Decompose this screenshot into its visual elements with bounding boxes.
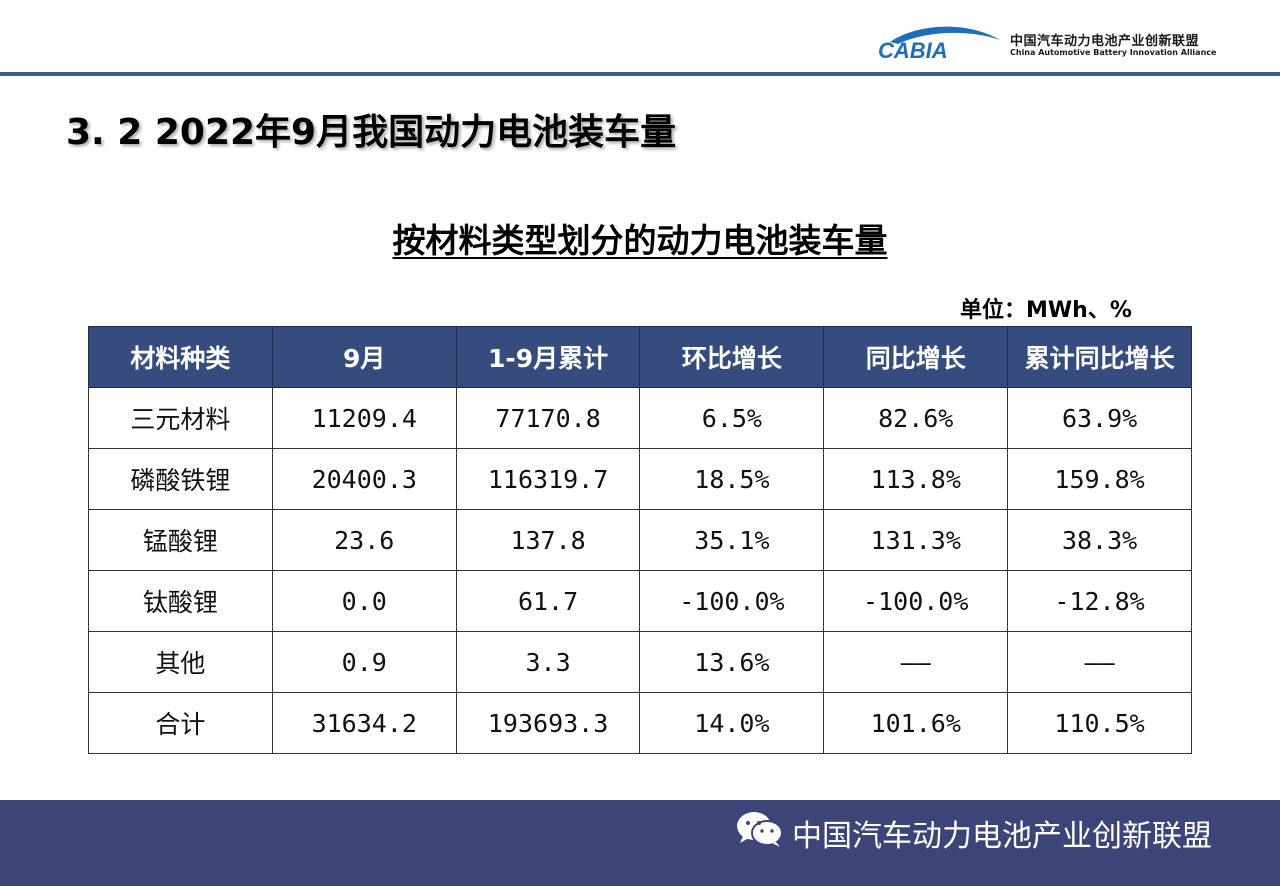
cell-yoy-growth: 101.6% (823, 692, 1009, 754)
footer-bar (0, 800, 1280, 886)
top-header: CABIA 中国汽车动力电池产业创新联盟 China Automotive Ba… (0, 0, 1280, 74)
cell-september: 0.0 (271, 570, 457, 632)
table-row: 其他 0.9 3.3 13.6% —— —— (88, 631, 1192, 693)
table-row: 三元材料 11209.4 77170.8 6.5% 82.6% 63.9% (88, 387, 1192, 449)
cabia-logo-icon: CABIA (878, 26, 1000, 63)
org-name-en: China Automotive Battery Innovation Alli… (1010, 48, 1217, 57)
cell-september: 20400.3 (271, 448, 457, 510)
column-header-september: 9月 (271, 326, 457, 388)
cell-cumulative-yoy: 38.3% (1007, 509, 1192, 571)
unit-label: 单位：MWh、% (960, 298, 1132, 323)
wechat-icon (737, 812, 783, 847)
logo-text: CABIA (878, 38, 948, 63)
cell-material: 其他 (88, 631, 273, 693)
cell-material: 合计 (88, 692, 273, 754)
table-row: 钛酸锂 0.0 61.7 -100.0% -100.0% -12.8% (88, 570, 1192, 632)
cell-september: 23.6 (271, 509, 457, 571)
cell-september: 0.9 (271, 631, 457, 693)
cell-mom-growth: 13.6% (639, 631, 825, 693)
cell-yoy-growth: 82.6% (823, 387, 1009, 449)
cell-cumulative: 3.3 (455, 631, 641, 693)
cell-cumulative-yoy: —— (1007, 631, 1192, 693)
cell-yoy-growth: 113.8% (823, 448, 1009, 510)
cell-september: 11209.4 (271, 387, 457, 449)
table-title-text: 按材料类型划分的动力电池装车量 (392, 221, 888, 260)
cell-mom-growth: 6.5% (639, 387, 825, 449)
column-header-yoy-growth: 同比增长 (823, 326, 1009, 388)
footer-org-name: 中国汽车动力电池产业创新联盟 (792, 819, 1212, 854)
cell-cumulative-yoy: 110.5% (1007, 692, 1192, 754)
column-header-material: 材料种类 (88, 326, 273, 388)
cell-september: 31634.2 (271, 692, 457, 754)
column-header-cumulative-yoy: 累计同比增长 (1007, 326, 1192, 388)
cell-mom-growth: 14.0% (639, 692, 825, 754)
cell-cumulative: 61.7 (455, 570, 641, 632)
cell-mom-growth: 18.5% (639, 448, 825, 510)
table-title: 按材料类型划分的动力电池装车量 (0, 214, 1280, 262)
cell-mom-growth: -100.0% (639, 570, 825, 632)
cell-material: 锰酸锂 (88, 509, 273, 571)
cell-cumulative: 116319.7 (455, 448, 641, 510)
cell-yoy-growth: -100.0% (823, 570, 1009, 632)
battery-table: 材料种类 9月 1-9月累计 环比增长 同比增长 累计同比增长 三元材料 112… (88, 326, 1192, 754)
cell-cumulative-yoy: 63.9% (1007, 387, 1192, 449)
cabia-logo: CABIA 中国汽车动力电池产业创新联盟 China Automotive Ba… (876, 18, 1266, 64)
page-title: 3. 2 2022年9月我国动力电池装车量 (66, 112, 677, 153)
cell-cumulative: 77170.8 (455, 387, 641, 449)
header-divider (0, 72, 1280, 76)
cell-mom-growth: 35.1% (639, 509, 825, 571)
cell-material: 钛酸锂 (88, 570, 273, 632)
cell-yoy-growth: 131.3% (823, 509, 1009, 571)
cell-cumulative: 137.8 (455, 509, 641, 571)
cell-material: 磷酸铁锂 (88, 448, 273, 510)
cell-cumulative-yoy: -12.8% (1007, 570, 1192, 632)
column-header-cumulative: 1-9月累计 (455, 326, 641, 388)
cell-material: 三元材料 (88, 387, 273, 449)
table-header-row: 材料种类 9月 1-9月累计 环比增长 同比增长 累计同比增长 (88, 326, 1192, 388)
org-name-cn: 中国汽车动力电池产业创新联盟 (1010, 34, 1200, 49)
table-row: 合计 31634.2 193693.3 14.0% 101.6% 110.5% (88, 692, 1192, 754)
column-header-mom-growth: 环比增长 (639, 326, 825, 388)
cell-cumulative-yoy: 159.8% (1007, 448, 1192, 510)
table-row: 锰酸锂 23.6 137.8 35.1% 131.3% 38.3% (88, 509, 1192, 571)
cell-yoy-growth: —— (823, 631, 1009, 693)
cell-cumulative: 193693.3 (455, 692, 641, 754)
table-row: 磷酸铁锂 20400.3 116319.7 18.5% 113.8% 159.8… (88, 448, 1192, 510)
